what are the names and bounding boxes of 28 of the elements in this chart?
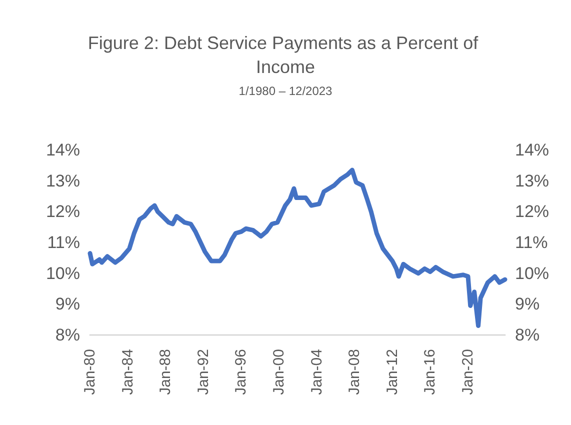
x-tick-label: Jan-92 [194, 349, 212, 395]
y2-tick-label: 12% [515, 202, 550, 222]
x-tick-label: Jan-16 [422, 349, 439, 395]
x-tick-label: Jan-84 [119, 349, 136, 395]
y2-tick-label: 9% [515, 294, 540, 314]
y-tick-label: 8% [55, 326, 80, 344]
chart-title: Figure 2: Debt Service Payments as a Percent of Income [88, 33, 484, 77]
y-tick-label: 11% [47, 233, 80, 252]
y2-tick-label: 8% [515, 326, 540, 344]
line-series [88, 168, 508, 328]
x-tick-label: Jan-00 [270, 349, 288, 395]
y-tick-label: 14% [46, 140, 80, 160]
y-tick-label: 9% [55, 294, 80, 314]
y2-tick-label: 10% [515, 264, 550, 283]
y2-tick-label: 11% [515, 233, 548, 252]
chart-subtitle: 1/1980 – 12/2023 [238, 84, 333, 98]
x-tick-label: Jan-12 [384, 349, 401, 395]
x-tick-label: Jan-20 [460, 349, 476, 395]
x-tick-label: Jan-80 [82, 349, 98, 395]
y2-tick-label: 13% [515, 171, 550, 190]
y-tick-label: 13% [46, 171, 80, 190]
y2-tick-label: 14% [515, 140, 550, 160]
x-tick-label: Jan-08 [346, 349, 364, 395]
y-tick-label: 12% [46, 202, 80, 222]
y-tick-label: 10% [46, 264, 80, 283]
x-tick-label: Jan-04 [308, 349, 326, 395]
x-tick-label: Jan-88 [157, 349, 174, 395]
x-tick-label: Jan-96 [232, 349, 250, 395]
